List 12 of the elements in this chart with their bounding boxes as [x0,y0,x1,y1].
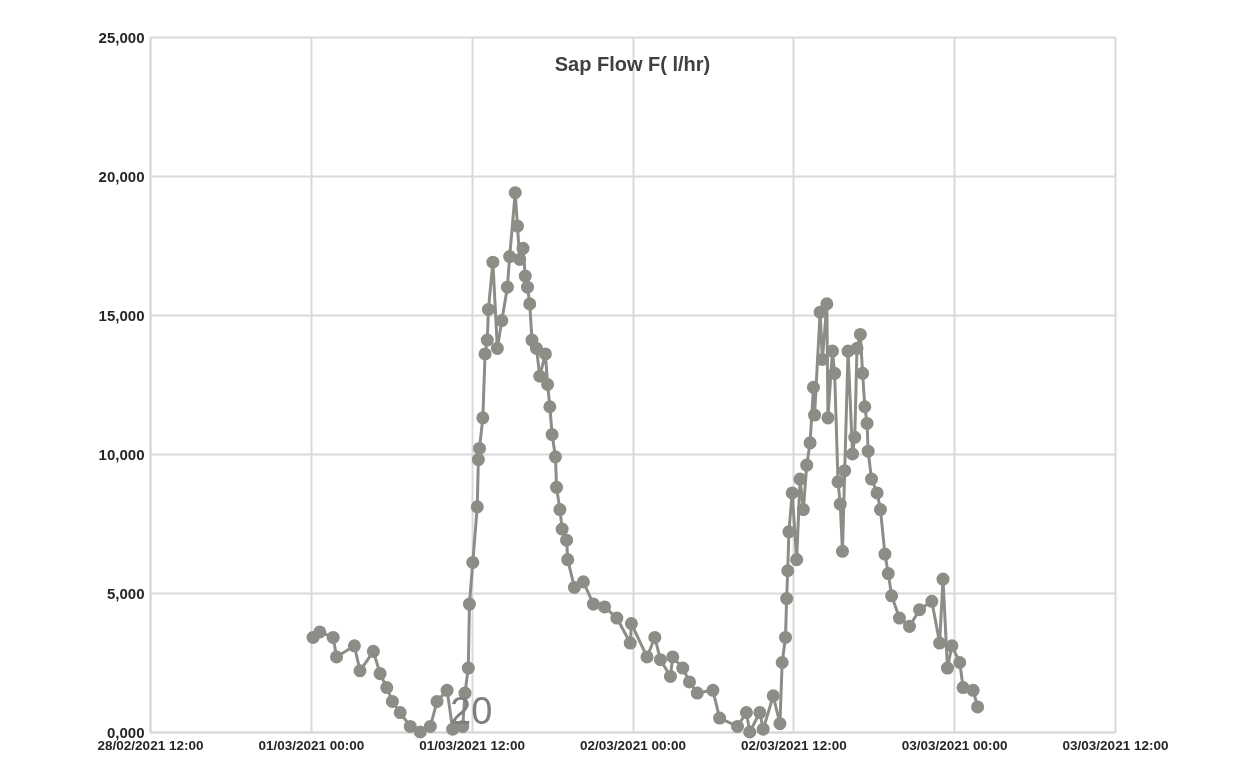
x-tick-label: 03/03/2021 00:00 [901,737,1008,753]
x-tick-label: 02/03/2021 00:00 [580,737,686,753]
text: Sap Flow F( l/hr) [554,53,711,75]
y-tick-label: 10,000 [98,445,145,463]
y-tick-label: 25,000 [98,28,145,46]
x-tick-label: 03/03/2021 12:00 [1062,737,1169,753]
y-tick-label: 5,000 [106,584,145,602]
x-tick-label: 02/03/2021 12:00 [740,737,847,753]
y-tick-label: 20,000 [98,167,145,185]
y-tick-label: 15,000 [98,306,145,324]
x-tick-label: 01/03/2021 12:00 [419,737,526,753]
x-tick-label: 01/03/2021 00:00 [258,737,365,753]
